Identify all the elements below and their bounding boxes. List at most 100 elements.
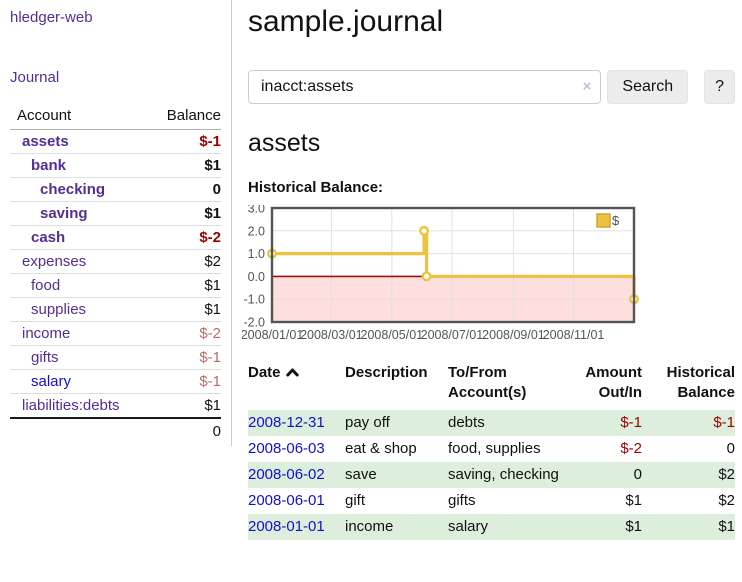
accounts-total-row: 0 — [10, 418, 221, 444]
cell-amount: $1 — [560, 514, 642, 540]
account-balance: $1 — [145, 274, 221, 298]
account-link-supplies[interactable]: supplies — [31, 301, 86, 318]
accounts-header-balance: Balance — [145, 105, 221, 130]
account-row: saving $1 — [10, 202, 221, 226]
svg-text:1.0: 1.0 — [248, 247, 265, 261]
cell-accounts: food, supplies — [448, 436, 560, 462]
account-heading: assets — [248, 129, 735, 158]
main-content: sample.journal × Search ? assets Histori… — [248, 0, 735, 540]
sort-ascending-icon — [286, 367, 299, 377]
search-form: × Search ? — [248, 70, 735, 104]
cell-amount: $-1 — [560, 410, 642, 436]
cell-balance: 0 — [642, 436, 735, 462]
sidebar: hledger-web Journal Account Balance asse… — [0, 0, 232, 446]
account-row: gifts $-1 — [10, 346, 221, 370]
cell-accounts: debts — [448, 410, 560, 436]
account-link-saving[interactable]: saving — [40, 205, 88, 222]
svg-text:2008/07/01: 2008/07/01 — [421, 328, 484, 342]
account-balance: $1 — [145, 202, 221, 226]
search-input[interactable] — [248, 70, 601, 104]
account-balance: $1 — [145, 154, 221, 178]
search-button[interactable]: Search — [607, 70, 688, 104]
accounts-total-value: 0 — [145, 418, 221, 444]
account-balance: $2 — [145, 250, 221, 274]
account-balance: $1 — [145, 298, 221, 322]
account-link-bank[interactable]: bank — [31, 157, 66, 174]
cell-accounts: saving, checking — [448, 462, 560, 488]
cell-balance: $2 — [642, 488, 735, 514]
register-row: 2008-01-01 income salary $1 $1 — [248, 514, 735, 540]
svg-text:2008/11/01: 2008/11/01 — [543, 328, 605, 342]
account-row: cash $-2 — [10, 226, 221, 250]
account-balance: $-2 — [145, 322, 221, 346]
register-row: 2008-06-03 eat & shop food, supplies $-2… — [248, 436, 735, 462]
account-link-liabilities-debts[interactable]: liabilities:debts — [22, 397, 120, 414]
svg-text:$: $ — [612, 213, 620, 228]
account-link-assets[interactable]: assets — [22, 133, 69, 150]
account-link-salary[interactable]: salary — [31, 373, 71, 390]
svg-text:2008/09/01: 2008/09/01 — [482, 328, 545, 342]
account-link-income[interactable]: income — [22, 325, 70, 342]
clear-search-icon[interactable]: × — [583, 78, 592, 96]
register-header-row: Date Description To/From Account(s) Amou… — [248, 363, 735, 410]
register-row: 2008-06-01 gift gifts $1 $2 — [248, 488, 735, 514]
cell-balance: $-1 — [642, 410, 735, 436]
cell-description: save — [345, 462, 448, 488]
page-title: sample.journal — [248, 5, 735, 39]
account-balance: $-1 — [145, 130, 221, 154]
transaction-date-link[interactable]: 2008-06-02 — [248, 466, 325, 483]
sidebar-item-journal[interactable]: Journal — [10, 69, 221, 86]
col-header-accounts: To/From Account(s) — [448, 363, 560, 410]
register-row: 2008-12-31 pay off debts $-1 $-1 — [248, 410, 735, 436]
col-header-date-label: Date — [248, 364, 281, 381]
account-row: salary $-1 — [10, 370, 221, 394]
account-balance: $-1 — [145, 370, 221, 394]
col-header-description: Description — [345, 363, 448, 410]
cell-description: pay off — [345, 410, 448, 436]
col-header-amount: Amount Out/In — [560, 363, 642, 410]
search-input-wrap: × — [248, 70, 601, 104]
page: hledger-web Journal Account Balance asse… — [0, 0, 742, 582]
account-link-cash[interactable]: cash — [31, 229, 65, 246]
account-link-expenses[interactable]: expenses — [22, 253, 86, 270]
cell-balance: $1 — [642, 514, 735, 540]
account-row: expenses $2 — [10, 250, 221, 274]
transaction-date-link[interactable]: 2008-06-01 — [248, 492, 325, 509]
register-row: 2008-06-02 save saving, checking 0 $2 — [248, 462, 735, 488]
cell-description: eat & shop — [345, 436, 448, 462]
accounts-table: Account Balance assets $-1 bank $1 check… — [10, 105, 221, 444]
account-link-food[interactable]: food — [31, 277, 60, 294]
transaction-date-link[interactable]: 2008-01-01 — [248, 518, 325, 535]
cell-accounts: salary — [448, 514, 560, 540]
transaction-date-link[interactable]: 2008-12-31 — [248, 414, 325, 431]
svg-text:2008/01/01: 2008/01/01 — [242, 328, 303, 342]
account-row: supplies $1 — [10, 298, 221, 322]
register-table: Date Description To/From Account(s) Amou… — [248, 363, 735, 540]
account-balance: $-1 — [145, 346, 221, 370]
cell-description: gift — [345, 488, 448, 514]
svg-text:2008/03/01: 2008/03/01 — [300, 328, 363, 342]
cell-amount: 0 — [560, 462, 642, 488]
cell-description: income — [345, 514, 448, 540]
cell-balance: $2 — [642, 462, 735, 488]
brand-link[interactable]: hledger-web — [10, 9, 221, 26]
col-header-balance: Historical Balance — [642, 363, 735, 410]
accounts-header-account: Account — [10, 105, 145, 130]
account-balance: 0 — [145, 178, 221, 202]
transaction-date-link[interactable]: 2008-06-03 — [248, 440, 325, 457]
chart-title: Historical Balance: — [248, 179, 735, 196]
account-balance: $1 — [145, 394, 221, 419]
col-header-date[interactable]: Date — [248, 363, 345, 410]
account-row: checking 0 — [10, 178, 221, 202]
balance-chart-svg: $3.02.01.00.0-1.0-2.02008/01/012008/03/0… — [242, 205, 642, 345]
cell-accounts: gifts — [448, 488, 560, 514]
account-link-gifts[interactable]: gifts — [31, 349, 59, 366]
help-button[interactable]: ? — [704, 70, 735, 104]
account-row: assets $-1 — [10, 130, 221, 154]
svg-text:0.0: 0.0 — [248, 270, 265, 284]
account-link-checking[interactable]: checking — [40, 181, 105, 198]
cell-amount: $1 — [560, 488, 642, 514]
svg-text:2.0: 2.0 — [248, 224, 265, 238]
account-row: bank $1 — [10, 154, 221, 178]
svg-text:-1.0: -1.0 — [243, 293, 265, 307]
